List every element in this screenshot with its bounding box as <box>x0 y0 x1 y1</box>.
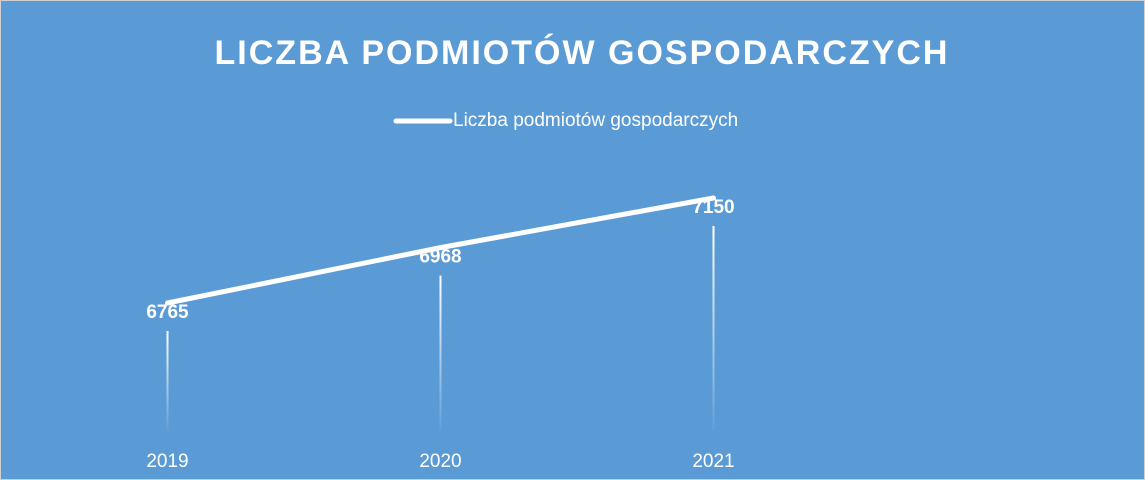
x-tick-label: 2020 <box>419 451 461 472</box>
drop-line <box>439 275 442 430</box>
drop-line <box>712 226 715 430</box>
series-line <box>165 195 716 306</box>
x-tick-label: 2019 <box>146 451 188 472</box>
legend-label: Liczba podmiotów gospodarczych <box>453 110 738 131</box>
data-label: 7150 <box>692 197 734 218</box>
x-tick-label: 2021 <box>692 451 734 472</box>
data-label: 6765 <box>146 302 189 323</box>
chart-title: LICZBA PODMIOTÓW GOSPODARCZYCH <box>215 34 950 72</box>
drop-line <box>166 331 169 430</box>
data-label: 6968 <box>419 247 461 268</box>
